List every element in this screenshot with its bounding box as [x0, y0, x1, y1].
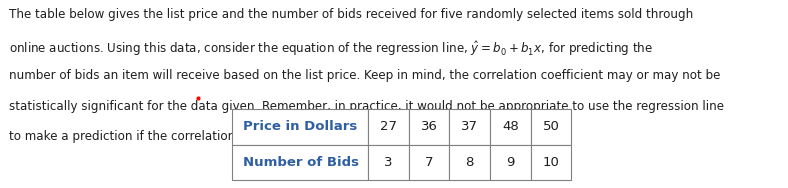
- Bar: [490, 109, 530, 145]
- Text: 8: 8: [466, 156, 474, 169]
- Bar: [409, 145, 449, 180]
- Bar: [490, 145, 530, 180]
- Text: Number of Bids: Number of Bids: [243, 156, 359, 169]
- Bar: [530, 109, 571, 145]
- Bar: [449, 145, 490, 180]
- Bar: [368, 145, 409, 180]
- Text: 10: 10: [542, 156, 559, 169]
- Bar: [449, 109, 490, 145]
- Text: Price in Dollars: Price in Dollars: [243, 120, 357, 133]
- Bar: [232, 145, 368, 180]
- Bar: [409, 109, 449, 145]
- Text: statistically significant for the data given. Remember, in practice, it would no: statistically significant for the data g…: [9, 100, 724, 113]
- Text: The table below gives the list price and the number of bids received for five ra: The table below gives the list price and…: [9, 8, 693, 21]
- Text: 36: 36: [421, 120, 437, 133]
- Text: online auctions. Using this data, consider the equation of the regression line, : online auctions. Using this data, consid…: [9, 39, 653, 58]
- Text: 7: 7: [425, 156, 433, 169]
- Text: 37: 37: [461, 120, 478, 133]
- Bar: [530, 145, 571, 180]
- Text: number of bids an item will receive based on the list price. Keep in mind, the c: number of bids an item will receive base…: [9, 69, 721, 82]
- Text: 50: 50: [542, 120, 559, 133]
- Text: 9: 9: [506, 156, 515, 169]
- Text: to make a prediction if the correlation coefficient is not statistically signifi: to make a prediction if the correlation …: [9, 130, 481, 143]
- Bar: [232, 109, 368, 145]
- Text: 48: 48: [502, 120, 519, 133]
- Bar: [368, 109, 409, 145]
- Text: 3: 3: [384, 156, 392, 169]
- Text: 27: 27: [380, 120, 397, 133]
